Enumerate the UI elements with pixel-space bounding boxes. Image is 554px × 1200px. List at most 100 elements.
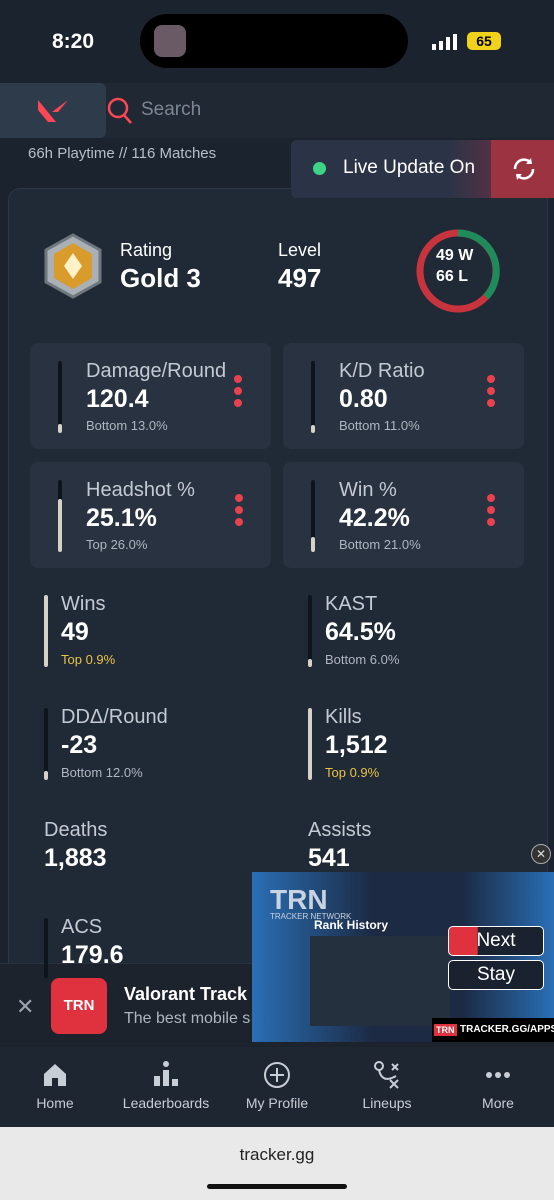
- stat-bar: [308, 708, 312, 780]
- stat-menu[interactable]: [234, 375, 242, 411]
- stat-bar: [308, 595, 312, 667]
- stat-bar-fill: [58, 423, 62, 433]
- stat-value: 42.2%: [339, 504, 410, 532]
- stat-label: ACS: [61, 916, 103, 938]
- logo-icon: [38, 100, 68, 122]
- stat-menu[interactable]: [487, 375, 495, 411]
- ad-close[interactable]: ✕: [16, 994, 35, 1019]
- nav-label: Leaderboards: [122, 1095, 210, 1111]
- nav-label: My Profile: [245, 1095, 309, 1111]
- stat-label: Headshot %: [86, 479, 195, 501]
- signal: [432, 34, 457, 50]
- stat-bar: [58, 361, 62, 433]
- refresh-icon: [513, 158, 535, 180]
- record-ring: [416, 229, 500, 313]
- nav-icon: [374, 1061, 399, 1089]
- live-update-button[interactable]: Live Update On: [291, 140, 554, 198]
- stat-percentile: Top 0.9%: [61, 652, 116, 667]
- stat-value: 1,512: [325, 731, 388, 759]
- stat-label: Assists: [308, 819, 372, 841]
- stat-card[interactable]: Damage/Round 120.4 Bottom 13.0%: [30, 343, 271, 449]
- video-heading: Rank History: [314, 918, 389, 932]
- stat-value: 179.6: [61, 941, 124, 969]
- video-ad[interactable]: TRN TRACKER NETWORK Rank History Next St…: [252, 872, 554, 1042]
- video-table: [310, 936, 450, 1026]
- stat-value: 25.1%: [86, 504, 157, 532]
- search-icon[interactable]: [106, 96, 134, 126]
- stat-percentile: Bottom 12.0%: [61, 765, 143, 780]
- album-art: [154, 25, 186, 57]
- ad-subtitle: The best mobile s: [124, 1010, 251, 1027]
- stat-label: Win %: [339, 479, 397, 501]
- refresh[interactable]: [491, 140, 554, 198]
- video-network: TRACKER NETWORK: [270, 912, 352, 921]
- video-brand: TRN: [270, 884, 328, 915]
- stat-bar: [44, 708, 48, 780]
- nav-label: Lineups: [362, 1095, 412, 1111]
- stat-bar-fill: [311, 425, 315, 433]
- nav-icon: [264, 1062, 290, 1088]
- stat-value: 120.4: [86, 385, 149, 413]
- stat-label: Wins: [61, 593, 106, 615]
- stat-value: 1,883: [44, 844, 107, 872]
- stat-label: Deaths: [44, 819, 108, 841]
- stay-button[interactable]: Stay: [448, 960, 544, 990]
- video-footer: TRACKER.GG/APPS: [460, 1024, 554, 1035]
- home-indicator: [207, 1184, 347, 1189]
- nav-label: Home: [36, 1095, 74, 1111]
- level-label: Level: [278, 240, 322, 260]
- stat-bar: [44, 918, 48, 978]
- clock: 8:20: [52, 30, 95, 53]
- ad-logo: TRN: [51, 978, 107, 1034]
- stat-percentile: Top 0.9%: [325, 765, 380, 780]
- stat-value: 0.80: [339, 385, 388, 413]
- ad-title: Valorant Track: [124, 984, 248, 1004]
- video-close[interactable]: ✕: [531, 844, 551, 864]
- stat-bar: [311, 480, 315, 552]
- nav-icon: [154, 1061, 178, 1086]
- battery: 65: [467, 32, 501, 50]
- stat-value: -23: [61, 731, 98, 759]
- stat-percentile: Top 26.0%: [86, 537, 148, 552]
- nav-item[interactable]: Lineups: [332, 1058, 442, 1118]
- nav-item[interactable]: Leaderboards: [111, 1058, 221, 1118]
- nav-icon: [44, 1064, 66, 1086]
- stat-bar: [58, 480, 62, 552]
- stat-menu[interactable]: [487, 494, 495, 530]
- search-input[interactable]: Search: [141, 99, 202, 120]
- record-losses: 66 L: [436, 268, 469, 285]
- nav-icon: [486, 1072, 510, 1078]
- stat-percentile: Bottom 21.0%: [339, 537, 421, 552]
- live-dot: [313, 162, 326, 175]
- stat-bar-fill: [44, 771, 48, 780]
- stat-value: 64.5%: [325, 618, 396, 646]
- video-footer-logo: TRN: [434, 1024, 457, 1036]
- stat-label: Kills: [325, 706, 362, 728]
- nav-item[interactable]: My Profile: [222, 1058, 332, 1118]
- stat-value: 541: [308, 844, 350, 872]
- stat-value: 49: [61, 618, 89, 646]
- stat-label: KAST: [325, 593, 378, 615]
- nav-item[interactable]: Home: [0, 1058, 110, 1118]
- stat-bar-fill: [58, 498, 62, 552]
- stat-bar: [44, 595, 48, 667]
- stat-card[interactable]: Headshot % 25.1% Top 26.0%: [30, 462, 271, 568]
- stat-card[interactable]: K/D Ratio 0.80 Bottom 11.0%: [283, 343, 524, 449]
- stat-menu[interactable]: [235, 494, 243, 530]
- stat-label: Damage/Round: [86, 360, 227, 382]
- next-button[interactable]: Next: [448, 926, 544, 956]
- stat-card[interactable]: Win % 42.2% Bottom 21.0%: [283, 462, 524, 568]
- rating-label: Rating: [120, 240, 173, 260]
- rating-value: Gold 3: [120, 263, 201, 293]
- live-label: Live Update On: [343, 157, 476, 178]
- stats-panel: [8, 188, 548, 990]
- summary: 66h Playtime // 116 Matches: [28, 145, 217, 162]
- url: tracker.gg: [239, 1145, 315, 1164]
- nav-item[interactable]: More: [443, 1058, 553, 1118]
- nav-label: More: [482, 1095, 514, 1111]
- stat-bar-fill: [44, 595, 48, 667]
- stat-percentile: Bottom 11.0%: [339, 418, 420, 433]
- valorant-logo[interactable]: [0, 83, 106, 138]
- stat-bar-fill: [308, 659, 312, 667]
